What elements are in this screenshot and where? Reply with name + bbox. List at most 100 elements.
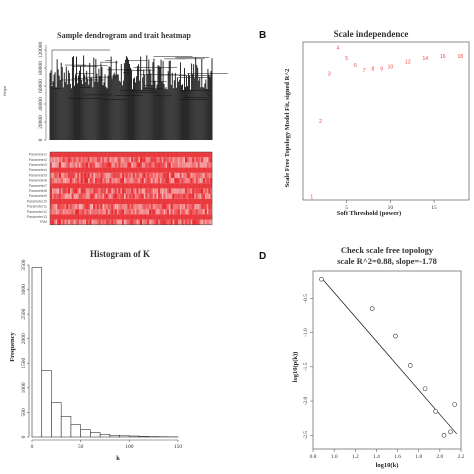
heat-cell (129, 198, 132, 204)
heat-cell (208, 204, 211, 210)
heat-cell (111, 172, 114, 178)
heat-cell (89, 167, 92, 173)
heat-cell (136, 172, 139, 178)
heat-cell (102, 167, 105, 173)
heat-cell (80, 172, 83, 178)
heat-cell (64, 172, 67, 178)
heat-cell (167, 198, 169, 204)
heat-cell (206, 183, 209, 189)
heat-cell (177, 214, 180, 220)
heat-cell (77, 204, 79, 210)
heat-cell (181, 198, 184, 204)
heat-cell (107, 214, 110, 220)
y-tick-label: 60000 (38, 79, 44, 93)
heat-cell (102, 172, 105, 178)
heat-cell (129, 219, 132, 225)
heat-cell (105, 214, 108, 220)
heat-cell (105, 193, 108, 199)
heat-cell (98, 172, 101, 178)
heat-cell (159, 204, 162, 210)
heat-cell (96, 188, 99, 194)
heat-cell (59, 172, 61, 178)
heat-cell (87, 162, 90, 168)
heat-cell (158, 193, 160, 199)
heat-cell (120, 193, 123, 199)
heat-cell (59, 198, 61, 204)
heat-cell (71, 183, 74, 189)
heat-cell (116, 214, 119, 220)
heat-cell (53, 167, 56, 173)
heat-cell (154, 198, 157, 204)
heat-cell (114, 172, 117, 178)
heat-cell (192, 209, 195, 215)
heat-cell (114, 209, 117, 215)
heat-cell (210, 209, 213, 215)
heat-cell (203, 178, 205, 184)
plot-frame (312, 270, 462, 450)
heat-cell (57, 157, 60, 163)
heat-cell (206, 188, 209, 194)
heat-cell (174, 188, 177, 194)
heat-cell (62, 172, 65, 178)
x-tick-label: 1.8 (415, 454, 422, 460)
heat-cell (132, 157, 135, 163)
heat-cell (127, 193, 130, 199)
heat-cell (149, 198, 151, 204)
heat-cell (78, 198, 81, 204)
heat-cell (107, 204, 110, 210)
heat-cell (84, 178, 87, 184)
heat-cell (109, 183, 112, 189)
heat-cell (163, 198, 166, 204)
heat-cell (181, 214, 184, 220)
heat-cell (147, 219, 150, 225)
heat-cell (177, 219, 180, 225)
heat-cell (210, 204, 213, 210)
heat-cell (156, 167, 159, 173)
heat-cell (118, 219, 121, 225)
heat-cell (143, 178, 146, 184)
heat-cell (188, 219, 191, 225)
heat-cell (143, 219, 146, 225)
heat-cell (185, 219, 187, 225)
heat-cell (177, 188, 180, 194)
heat-cell (161, 157, 164, 163)
data-point (433, 409, 438, 414)
heat-cell (113, 198, 115, 204)
heat-cell (109, 193, 112, 199)
heat-cell (69, 188, 72, 194)
heat-cell (161, 172, 164, 178)
heat-cell (136, 183, 139, 189)
heat-cell (95, 183, 97, 189)
heat-cell (82, 193, 85, 199)
heat-cell (159, 183, 162, 189)
heat-cell (132, 152, 135, 158)
heat-cell (60, 204, 63, 210)
histogram-bar (80, 429, 91, 438)
heat-cell (116, 183, 119, 189)
heat-cell (138, 214, 141, 220)
heat-cell (120, 183, 123, 189)
heat-cell (84, 193, 87, 199)
heat-cell (96, 219, 99, 225)
heat-cell (96, 178, 99, 184)
heat-cell (179, 198, 182, 204)
heat-cell (104, 198, 106, 204)
heat-cell (120, 167, 123, 173)
heat-cell (69, 198, 72, 204)
heat-cell (73, 178, 76, 184)
heat-cell (138, 188, 141, 194)
heat-cell (53, 172, 56, 178)
heat-cell (116, 198, 119, 204)
heat-cell (210, 219, 213, 225)
heat-cell (75, 183, 78, 189)
heat-cell (167, 188, 169, 194)
heat-cell (87, 152, 90, 158)
heat-cell (134, 214, 137, 220)
heat-cell (98, 204, 101, 210)
heat-cell (86, 167, 88, 173)
heat-cell (93, 157, 96, 163)
heat-cell (96, 167, 99, 173)
heat-cell (122, 204, 124, 210)
heat-cell (91, 162, 94, 168)
heat-cell (55, 188, 58, 194)
